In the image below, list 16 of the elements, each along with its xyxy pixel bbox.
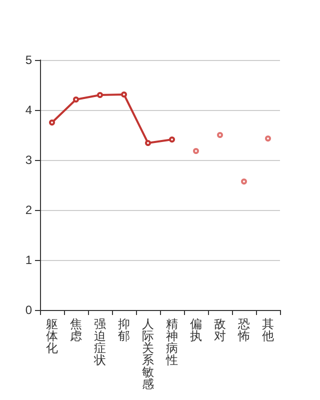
x-tick-label: 敌对	[214, 317, 226, 343]
x-tick-label: 偏执	[190, 317, 202, 343]
x-tick-label: 人际关系敏感	[142, 317, 154, 391]
y-tick-label: 2	[25, 203, 32, 217]
x-tick-label: 精神病性	[165, 317, 178, 367]
x-tick-label: 躯体化	[46, 317, 58, 355]
y-tick-label: 3	[25, 153, 32, 167]
x-tick-label: 恐怖	[237, 317, 250, 343]
x-tick-label: 焦虑	[70, 317, 82, 343]
x-tick-label: 其他	[262, 317, 274, 343]
y-tick-label: 4	[25, 103, 32, 117]
y-tick-label: 5	[25, 53, 32, 67]
x-tick-label: 抑郁	[118, 317, 130, 343]
x-tick-label: 强迫症状	[93, 317, 106, 367]
y-tick-label: 1	[25, 253, 32, 267]
y-tick-label: 0	[25, 303, 32, 317]
